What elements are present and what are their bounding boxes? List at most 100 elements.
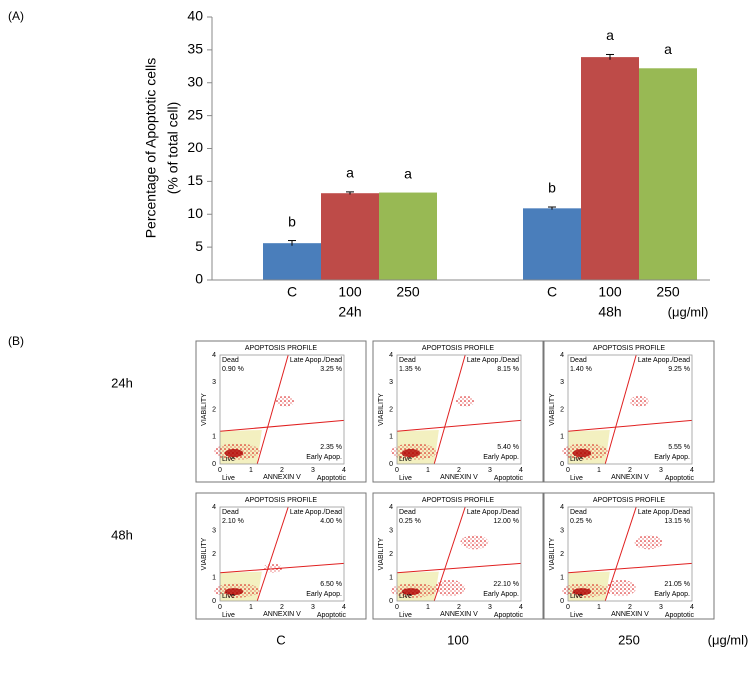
quadrant-label: Live <box>570 456 583 463</box>
quadrant-value: 22.10 % <box>493 581 519 588</box>
quadrant-value: 0.90 % <box>222 366 244 373</box>
panel-frame <box>543 492 715 620</box>
column-label: C <box>276 632 285 647</box>
corner-label: Apoptotic <box>494 475 524 482</box>
x-tick-label: 2 <box>457 604 461 611</box>
plot-area <box>567 506 693 602</box>
y-tick-label: 2 <box>212 406 216 413</box>
y-tick-label: 2 <box>560 551 564 558</box>
y-axis-label: VIABILITY <box>201 537 208 570</box>
y-tick-label: 0 <box>195 271 203 287</box>
quadrant-label: Late Apop./Dead <box>290 357 342 364</box>
x-tick-label: 4 <box>690 467 694 474</box>
quadrant-value: 1.40 % <box>570 366 592 373</box>
quadrant-label: Late Apop./Dead <box>467 357 519 364</box>
x-tick-label: 2 <box>457 467 461 474</box>
y-tick-label: 2 <box>212 551 216 558</box>
gate-line <box>396 419 522 432</box>
cell-cloud <box>634 535 663 550</box>
quadrant-label: Dead <box>399 509 416 516</box>
x-tick-label: 1 <box>597 604 601 611</box>
y-tick-label: 20 <box>187 139 203 155</box>
gate-line <box>433 354 466 465</box>
y-tick-label: 0 <box>389 461 393 468</box>
quadrant-label: Early Apop. <box>654 591 690 598</box>
y-axis-label: Percentage of Apoptotic cells <box>143 58 159 239</box>
quadrant-label: Live <box>399 593 412 600</box>
y-tick-label: 30 <box>187 73 203 89</box>
y-tick-label: 4 <box>212 352 216 359</box>
significance-letter: a <box>606 27 614 43</box>
quadrant-value: 5.40 % <box>497 444 519 451</box>
gate-line <box>604 506 637 602</box>
significance-letter: a <box>346 165 354 181</box>
y-axis-label: VIABILITY <box>549 393 556 426</box>
y-tick-label: 15 <box>187 172 203 188</box>
y-tick-label: 0 <box>560 461 564 468</box>
corner-label: Live <box>570 612 583 619</box>
x-tick-label: 0 <box>566 604 570 611</box>
quadrant-label: Early Apop. <box>306 454 342 461</box>
quadrant-value: 8.15 % <box>497 366 519 373</box>
x-axis-label: ANNEXIN V <box>263 474 301 481</box>
corner-label: Apoptotic <box>317 612 347 619</box>
quadrant-label: Early Apop. <box>306 591 342 598</box>
x-tick-label: 0 <box>395 604 399 611</box>
y-tick-label: 1 <box>560 574 564 581</box>
gate-line <box>567 562 693 574</box>
y-tick-label: 0 <box>212 598 216 605</box>
plot-title: APOPTOSIS PROFILE <box>422 497 495 504</box>
significance-letter: a <box>664 41 672 57</box>
x-tick-label: 2 <box>628 467 632 474</box>
corner-label: Live <box>399 475 412 482</box>
y-tick-label: 4 <box>389 504 393 511</box>
bar <box>263 243 321 280</box>
plot-title: APOPTOSIS PROFILE <box>593 497 666 504</box>
quadrant-value: 21.05 % <box>664 581 690 588</box>
plot-title: APOPTOSIS PROFILE <box>245 345 318 352</box>
plot-title: APOPTOSIS PROFILE <box>422 345 495 352</box>
x-tick-label: 3 <box>488 467 492 474</box>
quadrant-value: 2.35 % <box>320 444 342 451</box>
gate-line <box>256 506 289 602</box>
bar <box>321 193 379 280</box>
corner-label: Apoptotic <box>665 612 695 619</box>
x-tick-label: 3 <box>311 467 315 474</box>
plot-area <box>396 506 522 602</box>
x-axis-label: ANNEXIN V <box>440 611 478 618</box>
x-tick-label: 0 <box>218 467 222 474</box>
x-tick-label: 1 <box>249 467 253 474</box>
quadrant-value: 1.35 % <box>399 366 421 373</box>
y-tick-label: 2 <box>389 551 393 558</box>
y-tick-label: 4 <box>389 352 393 359</box>
quadrant-label: Live <box>222 456 235 463</box>
gate-line <box>219 562 345 574</box>
flow-panels: APOPTOSIS PROFILE0011223344VIABILITYANNE… <box>195 340 715 620</box>
quadrant-label: Dead <box>570 357 587 364</box>
quadrant-value: 0.25 % <box>399 518 421 525</box>
y-tick-label: 1 <box>389 574 393 581</box>
y-tick-label: 4 <box>560 504 564 511</box>
x-tick-label: 4 <box>690 604 694 611</box>
y-axis-label: VIABILITY <box>378 537 385 570</box>
cell-cloud <box>605 579 637 597</box>
quadrant-label: Late Apop./Dead <box>290 509 342 516</box>
quadrant-value: 3.25 % <box>320 366 342 373</box>
y-tick-label: 0 <box>212 461 216 468</box>
x-tick-label: 100 <box>338 284 362 300</box>
cell-core <box>572 588 592 596</box>
significance-letter: b <box>548 180 556 196</box>
column-label: 100 <box>447 632 469 647</box>
x-tick-label: 100 <box>598 284 622 300</box>
x-tick-label: 4 <box>342 604 346 611</box>
gate-line <box>256 354 289 465</box>
gate-line <box>567 419 693 432</box>
cell-cloud <box>460 535 489 550</box>
y-tick-label: 4 <box>560 352 564 359</box>
panel-label: (B) <box>8 334 24 348</box>
x-tick-label: 250 <box>656 284 680 300</box>
y-tick-label: 2 <box>389 406 393 413</box>
quadrant-label: Live <box>399 456 412 463</box>
x-tick-label: 4 <box>342 467 346 474</box>
